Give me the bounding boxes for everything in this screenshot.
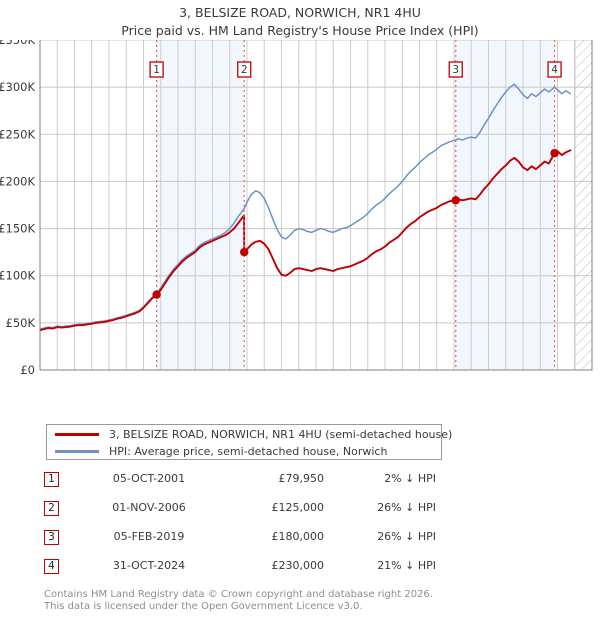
legend-label-hpi: HPI: Average price, semi-detached house,…	[109, 445, 388, 458]
transaction-hpi-delta-3: 26% ↓ HPI	[377, 530, 436, 543]
highlight-band-1	[156, 40, 245, 370]
transaction-date-3: 05-FEB-2019	[113, 530, 185, 543]
svg-text:£300K: £300K	[0, 80, 35, 94]
table-row: 1 05-OCT-2001 £79,950 2% ↓ HPI	[44, 470, 464, 499]
copyright-footer: Contains HM Land Registry data © Crown c…	[44, 589, 564, 612]
footer-line-1: Contains HM Land Registry data © Crown c…	[44, 589, 433, 600]
title-line-2: Price paid vs. HM Land Registry's House …	[121, 23, 479, 38]
svg-text:£250K: £250K	[0, 127, 35, 141]
title-line-1: 3, BELSIZE ROAD, NORWICH, NR1 4HU	[179, 5, 421, 20]
transaction-hpi-delta-2: 26% ↓ HPI	[377, 501, 436, 514]
transaction-price-2: £125,000	[271, 501, 325, 514]
table-row: 2 01-NOV-2006 £125,000 26% ↓ HPI	[44, 499, 464, 528]
transactions-table: 1 05-OCT-2001 £79,950 2% ↓ HPI 2 01-NOV-…	[44, 470, 464, 586]
svg-text:£150K: £150K	[0, 222, 35, 236]
chart-x-gridlines	[39, 40, 593, 370]
transaction-price-3: £180,000	[271, 530, 325, 543]
transaction-date-1: 05-OCT-2001	[112, 472, 186, 485]
highlight-band-2	[455, 40, 555, 370]
svg-text:1: 1	[153, 64, 160, 76]
price-history-chart: £0£50K£100K£150K£200K£250K£300K£350K 199…	[0, 40, 600, 375]
svg-text:£100K: £100K	[0, 269, 35, 283]
legend-swatch-hpi	[55, 450, 99, 453]
chart-legend: 3, BELSIZE ROAD, NORWICH, NR1 4HU (semi-…	[46, 424, 452, 460]
svg-text:£50K: £50K	[6, 316, 36, 330]
legend-item-hpi: HPI: Average price, semi-detached house,…	[47, 443, 441, 460]
table-row: 3 05-FEB-2019 £180,000 26% ↓ HPI	[44, 528, 464, 557]
legend-swatch-property	[55, 433, 99, 436]
svg-text:£200K: £200K	[0, 174, 35, 188]
page-title: 3, BELSIZE ROAD, NORWICH, NR1 4HU Price …	[0, 4, 600, 40]
svg-text:3: 3	[452, 64, 459, 76]
transaction-hpi-delta-4: 21% ↓ HPI	[377, 559, 436, 572]
table-row: 4 31-OCT-2024 £230,000 21% ↓ HPI	[44, 557, 464, 586]
svg-text:£350K: £350K	[0, 40, 35, 47]
chart-series-lines	[40, 83, 572, 332]
svg-text:£0: £0	[20, 363, 35, 375]
transaction-badge-3: 3	[44, 530, 59, 545]
legend-label-property: 3, BELSIZE ROAD, NORWICH, NR1 4HU (semi-…	[109, 428, 453, 441]
transaction-badge-2: 2	[44, 501, 59, 516]
transaction-date-2: 01-NOV-2006	[112, 501, 186, 514]
chart-marker-points	[152, 148, 559, 299]
transaction-date-4: 31-OCT-2024	[112, 559, 186, 572]
chart-highlight-bands	[156, 40, 555, 370]
chart-y-axis-labels: £0 £50K £100K £150K £200K £250K £300K £350K	[0, 40, 35, 375]
svg-text:2: 2	[241, 64, 248, 76]
chart-svg: £0£50K£100K£150K£200K£250K£300K£350K 199…	[0, 40, 593, 375]
transaction-price-4: £230,000	[271, 559, 325, 572]
chart-marker-badges: 1 2 3 4	[149, 61, 562, 78]
transaction-badge-4: 4	[44, 559, 59, 574]
legend-item-property: 3, BELSIZE ROAD, NORWICH, NR1 4HU (semi-…	[47, 426, 452, 443]
transaction-badge-1: 1	[44, 472, 59, 487]
chart-no-data-region	[574, 40, 593, 371]
transaction-hpi-delta-1: 2% ↓ HPI	[384, 472, 436, 485]
svg-text:4: 4	[551, 64, 558, 76]
chart-marker-guides	[156, 40, 556, 370]
footer-line-2: This data is licensed under the Open Gov…	[44, 600, 363, 612]
transaction-price-1: £79,950	[278, 472, 325, 485]
chart-axes	[39, 40, 593, 371]
